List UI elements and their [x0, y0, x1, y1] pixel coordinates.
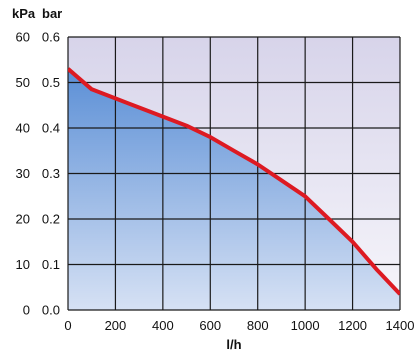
y-axis-kpa-unit: kPa: [12, 6, 36, 21]
y-axis-bar-unit: bar: [42, 6, 62, 21]
x-tick-label: 0: [64, 318, 71, 333]
y-tick-label-bar: 0.2: [42, 212, 60, 227]
performance-area: [68, 68, 400, 310]
x-tick-label: 600: [199, 318, 221, 333]
y-tick-label-kpa: 60: [16, 30, 30, 45]
y-tick-label-bar: 0.6: [42, 30, 60, 45]
x-tick-label: 800: [247, 318, 269, 333]
x-tick-label: 400: [152, 318, 174, 333]
y-axis-kpa-ticks: 0 10 20 30 40 50 60: [16, 30, 30, 318]
x-tick-label: 200: [105, 318, 127, 333]
y-axis-bar-ticks: 0.0 0.1 0.2 0.3 0.4 0.5 0.6: [42, 30, 60, 318]
y-tick-label-bar: 0.4: [42, 121, 60, 136]
y-tick-label-kpa: 20: [16, 212, 30, 227]
y-tick-label-bar: 0.0: [42, 303, 60, 318]
y-tick-label-kpa: 0: [23, 303, 30, 318]
performance-curve: [68, 67, 400, 296]
y-tick-label-bar: 0.5: [42, 75, 60, 90]
y-tick-label-kpa: 50: [16, 75, 30, 90]
x-axis-unit: l/h: [226, 337, 241, 352]
y-tick-label-kpa: 10: [16, 257, 30, 272]
y-tick-label-kpa: 40: [16, 121, 30, 136]
y-tick-label-bar: 0.1: [42, 257, 60, 272]
y-tick-label-bar: 0.3: [42, 166, 60, 181]
x-tick-label: 1400: [386, 318, 415, 333]
grid: [67, 36, 401, 311]
y-tick-label-kpa: 30: [16, 166, 30, 181]
x-tick-label: 1200: [338, 318, 367, 333]
x-tick-label: 1000: [291, 318, 320, 333]
x-axis-ticks: 0 200 400 600 800 1000 1200 1400: [64, 318, 414, 333]
